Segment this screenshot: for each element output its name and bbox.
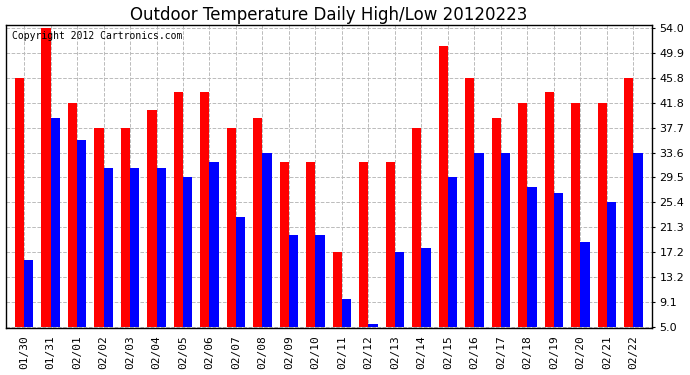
Bar [183, 177, 193, 327]
Bar [386, 162, 395, 327]
Bar [14, 78, 24, 327]
Bar [157, 168, 166, 327]
Bar [448, 177, 457, 327]
Bar [147, 111, 157, 327]
Bar [422, 248, 431, 327]
Bar [121, 128, 130, 327]
Bar [174, 92, 183, 327]
Bar [624, 78, 633, 327]
Bar [518, 102, 527, 327]
Bar [554, 193, 563, 327]
Bar [289, 236, 298, 327]
Bar [24, 260, 33, 327]
Bar [130, 168, 139, 327]
Bar [41, 28, 50, 327]
Bar [68, 102, 77, 327]
Bar [395, 252, 404, 327]
Bar [77, 140, 86, 327]
Bar [262, 153, 272, 327]
Bar [333, 252, 342, 327]
Bar [236, 217, 245, 327]
Bar [104, 168, 113, 327]
Bar [359, 162, 368, 327]
Bar [474, 153, 484, 327]
Bar [342, 299, 351, 327]
Bar [580, 242, 589, 327]
Text: Copyright 2012 Cartronics.com: Copyright 2012 Cartronics.com [12, 31, 182, 41]
Bar [253, 118, 262, 327]
Bar [227, 128, 236, 327]
Bar [465, 78, 474, 327]
Bar [527, 187, 537, 327]
Bar [50, 118, 60, 327]
Bar [633, 153, 642, 327]
Bar [210, 162, 219, 327]
Bar [95, 128, 103, 327]
Bar [598, 102, 607, 327]
Bar [439, 46, 448, 327]
Bar [279, 162, 289, 327]
Bar [306, 162, 315, 327]
Title: Outdoor Temperature Daily High/Low 20120223: Outdoor Temperature Daily High/Low 20120… [130, 6, 527, 24]
Bar [491, 118, 501, 327]
Bar [571, 102, 580, 327]
Bar [607, 202, 616, 327]
Bar [200, 92, 210, 327]
Bar [315, 236, 325, 327]
Bar [544, 92, 554, 327]
Bar [412, 128, 422, 327]
Bar [368, 324, 377, 327]
Bar [501, 153, 510, 327]
